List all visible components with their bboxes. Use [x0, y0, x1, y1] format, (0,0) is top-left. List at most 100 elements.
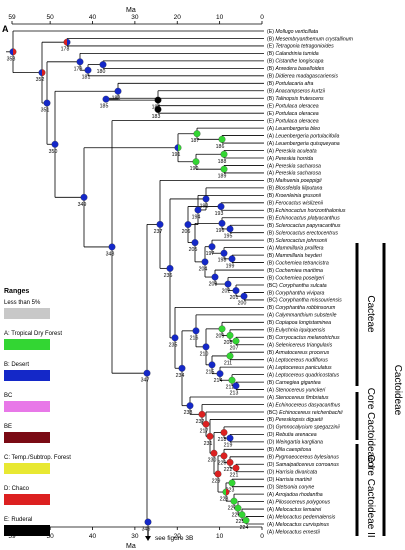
- taxon-label: (B) Sclerocactus papyracanthus: [267, 223, 341, 229]
- node-number: 206: [182, 229, 191, 235]
- taxon-row: (A) Selenicereus triangularis: [267, 343, 333, 349]
- taxon-name: Coryphantha robbinsorum: [275, 305, 336, 311]
- node-pie-slice: [9, 48, 13, 56]
- node-230: 230: [208, 449, 218, 464]
- node-186: 186: [216, 135, 226, 150]
- legend-item: BE: [4, 424, 50, 443]
- taxon-region: (B): [267, 417, 275, 423]
- taxon-region: (B): [267, 186, 275, 192]
- node-number: 218: [218, 437, 227, 443]
- taxon-label: (B) Echinocactus platyacanthus: [267, 216, 340, 222]
- node-pie: [108, 243, 116, 251]
- node-number: 195: [224, 233, 233, 239]
- taxon-label: (B) Coryphantha vivipara: [267, 290, 324, 296]
- legend-item: B: Desert: [4, 362, 50, 381]
- taxon-label: (B) Cochemiea maritima: [267, 268, 323, 274]
- node-number: 199: [226, 263, 235, 269]
- taxon-row: (A) Leptocereus quadricostatus: [267, 372, 339, 378]
- taxon-name: Stetsonia coryne: [276, 484, 315, 490]
- taxon-label: (B) Maihuenia poeppigii: [267, 178, 322, 184]
- taxon-name: Leuenbergeria quisqueyana: [275, 141, 339, 147]
- node-211: 211: [224, 352, 234, 366]
- legend-item: Less than 5%: [4, 300, 50, 319]
- node-pie: [154, 96, 162, 104]
- taxon-label: (B) Anredera baselloides: [267, 66, 325, 72]
- taxon-row: (B) Calandrinia tumida: [267, 51, 319, 57]
- node-352: 352: [36, 69, 46, 83]
- axis-bottom-tick-2: 40: [89, 533, 97, 540]
- node-pie: [154, 105, 162, 113]
- taxon-name: Calandrinia tumida: [275, 51, 318, 57]
- node-353: 353: [7, 48, 17, 62]
- core1-label: Core Cactoideae I: [365, 388, 376, 469]
- taxon-region: (D): [267, 484, 276, 490]
- taxon-row: (B) Cochemiea tetrancistra: [267, 260, 329, 266]
- node-228: 228: [220, 488, 230, 503]
- node-pie: [228, 479, 236, 487]
- taxon-row: (B) Copiapoa longistaminea: [267, 320, 331, 326]
- taxon-row: (A) Calymmanthium substerile: [267, 313, 337, 319]
- node-196: 196: [216, 219, 226, 234]
- node-number: 233: [184, 410, 193, 416]
- taxon-region: (B): [267, 51, 275, 57]
- taxon-label: (A) Selenicereus triangularis: [267, 343, 333, 349]
- node-234: 234: [176, 364, 186, 379]
- node-pie: [220, 165, 228, 173]
- node-224: 224: [240, 516, 250, 531]
- node-number: 214: [214, 378, 223, 384]
- axis-top-tick-3: 30: [131, 14, 139, 21]
- taxon-region: (A): [267, 395, 275, 401]
- node-number: 212: [226, 385, 235, 391]
- panel-label: A: [2, 24, 9, 34]
- node-pie: [202, 195, 210, 203]
- taxon-region: (E): [267, 111, 275, 117]
- taxon-row: (B) Didierea madagascariensis: [267, 74, 338, 80]
- taxon-name: Pereskia sacharosa: [275, 171, 321, 177]
- taxon-label: (B) Calandrinia tumida: [267, 51, 319, 57]
- node-pie: [198, 410, 206, 418]
- axis-top-tick-6: 0: [260, 14, 264, 21]
- taxon-row: (E) Portulaca oleracea: [267, 104, 319, 110]
- node-number: 346: [142, 527, 151, 533]
- taxon-name: Eulychnia iquiquensis: [275, 328, 325, 334]
- taxon-name: Rebutia arenacea: [276, 432, 317, 438]
- taxon-region: (A): [267, 343, 275, 349]
- taxon-label: (A) Mammillaria prolifera: [267, 245, 324, 251]
- taxon-name: Pilosocereus polygonus: [275, 499, 330, 505]
- taxon-row: (D) Gymnocalycium spegazzinii: [267, 425, 341, 431]
- taxon-label: (B) Armatocereus procerus: [267, 350, 330, 356]
- taxon-region: (B): [267, 59, 275, 65]
- node-pie: [232, 287, 240, 295]
- node-number: 179: [74, 66, 83, 72]
- node-202: 202: [222, 280, 232, 295]
- taxon-region: (A): [267, 529, 275, 535]
- taxon-name: Mollugo verticillata: [275, 29, 318, 35]
- node-number: 224: [240, 525, 249, 531]
- taxon-name: Sclerocactus erectocentrus: [275, 230, 338, 236]
- taxon-label: (A) Stenocereus yunckeri: [267, 387, 326, 393]
- node-221: 221: [230, 464, 240, 478]
- taxon-region: (BC): [267, 283, 279, 289]
- taxon-label: (A) Pereskia horrida: [267, 156, 313, 162]
- taxon-row: (B) Anacampseros kurtzii: [267, 89, 326, 95]
- taxon-row: (B) Cochemiea maritima: [267, 268, 323, 274]
- node-number: 187: [191, 138, 200, 144]
- taxon-name: Sclerocactus johnsonii: [275, 238, 327, 244]
- axis-title-bottom: Ma: [126, 543, 136, 550]
- node-pie: [193, 130, 201, 138]
- taxon-name: Blossfeldia liliputana: [275, 186, 322, 192]
- taxon-region: (A): [267, 522, 275, 528]
- taxon-region: (B): [267, 223, 275, 229]
- taxon-name: Cochemiea poselgeri: [275, 275, 325, 281]
- node-209: 209: [216, 325, 226, 339]
- taxon-label: (A) Pereskia sacharosa: [267, 163, 321, 169]
- taxon-label: (E) Portulaca oleracea: [267, 111, 319, 117]
- taxon-region: (A): [267, 148, 275, 154]
- taxon-name: Coryphantha vivipara: [275, 290, 324, 296]
- taxon-row: (BC) Echinocereus reichenbachii: [267, 410, 343, 416]
- taxon-label: (B) Mesembryanthemum crystallinum: [267, 36, 354, 42]
- taxon-label: (A) Pereskia sacharosa: [267, 171, 321, 177]
- node-187: 187: [191, 130, 201, 144]
- node-number: 191: [172, 152, 181, 158]
- node-number: 180: [97, 69, 106, 75]
